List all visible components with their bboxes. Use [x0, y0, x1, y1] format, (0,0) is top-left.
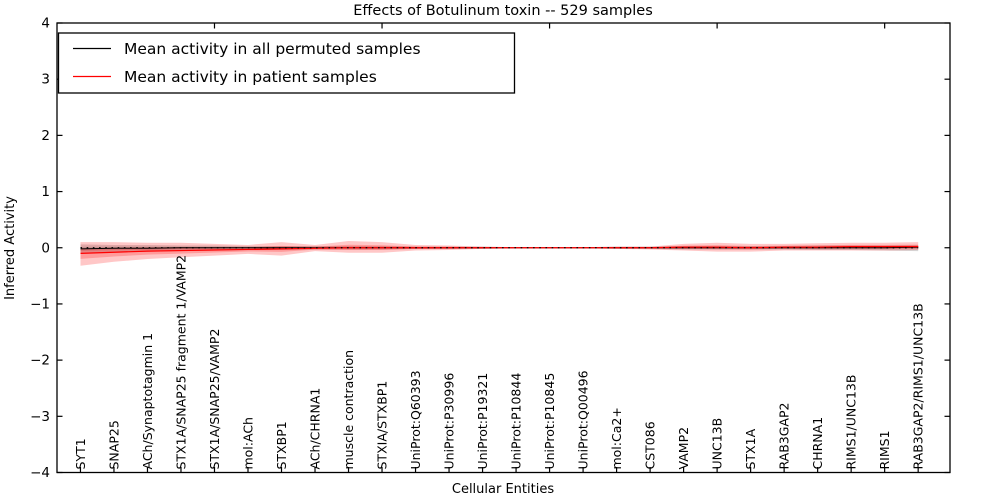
- x-category-label: ACh/Synaptotagmin 1: [140, 333, 155, 470]
- y-tick-label: −3: [30, 409, 50, 425]
- x-axis-label: Cellular Entities: [452, 482, 554, 497]
- x-category-label: SYT1: [73, 438, 88, 469]
- x-category-label: STXIA/STXBP1: [375, 381, 390, 470]
- x-category-label: ACh/CHRNA1: [308, 388, 323, 470]
- y-tick-label: 1: [41, 184, 50, 200]
- x-category-label: STX1A/SNAP25 fragment 1/VAMP2: [173, 255, 188, 470]
- x-category-label: mol:Ca2+: [609, 407, 624, 469]
- x-category-label: CST086: [643, 421, 658, 469]
- y-tick-label: 0: [41, 240, 50, 256]
- band-layer: [80, 241, 919, 266]
- x-category-label: UniProt:P10845: [542, 373, 557, 470]
- x-category-label: muscle contraction: [341, 350, 356, 470]
- x-category-label: STX1A: [743, 428, 758, 469]
- legend-label-permuted: Mean activity in all permuted samples: [124, 40, 421, 58]
- legend-label-patient: Mean activity in patient samples: [124, 68, 377, 86]
- x-category-label: UniProt:Q00496: [576, 370, 591, 469]
- y-axis-label: Inferred Activity: [3, 196, 18, 300]
- category-label-layer: SYT1 SNAP25 ACh/Synaptotagmin 1 STX1A/SNAP2…: [73, 255, 926, 470]
- x-category-label: UniProt:P30996: [442, 373, 457, 470]
- x-category-label: SNAP25: [106, 420, 121, 469]
- x-category-label: UniProt:P19321: [475, 373, 490, 470]
- band-patient: [80, 241, 919, 266]
- x-category-label: RAB3GAP2: [777, 403, 792, 470]
- x-category-label: UniProt:P10844: [509, 373, 524, 470]
- x-category-label: mol:ACh: [240, 417, 255, 470]
- legend-box: [57, 32, 516, 94]
- x-category-label: UniProt:Q60393: [408, 370, 423, 469]
- x-category-label: UNC13B: [710, 418, 725, 470]
- x-category-label: RIMS1/UNC13B: [844, 375, 859, 470]
- y-tick-label: −4: [30, 465, 50, 481]
- x-category-label: RAB3GAP2/RIMS1/UNC13B: [911, 303, 926, 469]
- x-category-label: STXBP1: [274, 421, 289, 469]
- chart-title: Effects of Botulinum toxin -- 529 sample…: [353, 3, 653, 19]
- y-tick-label: −2: [30, 353, 50, 369]
- x-category-label: CHRNA1: [810, 417, 825, 470]
- y-tick-label: 2: [41, 128, 50, 144]
- line-layer: [80, 246, 919, 254]
- x-category-label: VAMP2: [676, 427, 691, 470]
- x-category-label: RIMS1: [877, 430, 892, 469]
- y-tick-label: 3: [41, 72, 50, 88]
- x-category-label: STX1A/SNAP25/VAMP2: [207, 329, 222, 470]
- y-tick-label: −1: [30, 296, 50, 312]
- axes-layer: −4 −3 −2 −1 0 1 2 3 4: [30, 16, 951, 481]
- y-tick-label: 4: [41, 16, 50, 32]
- mean-line-patient: [80, 246, 919, 254]
- legend: Mean activity in all permuted samples Me…: [57, 32, 516, 94]
